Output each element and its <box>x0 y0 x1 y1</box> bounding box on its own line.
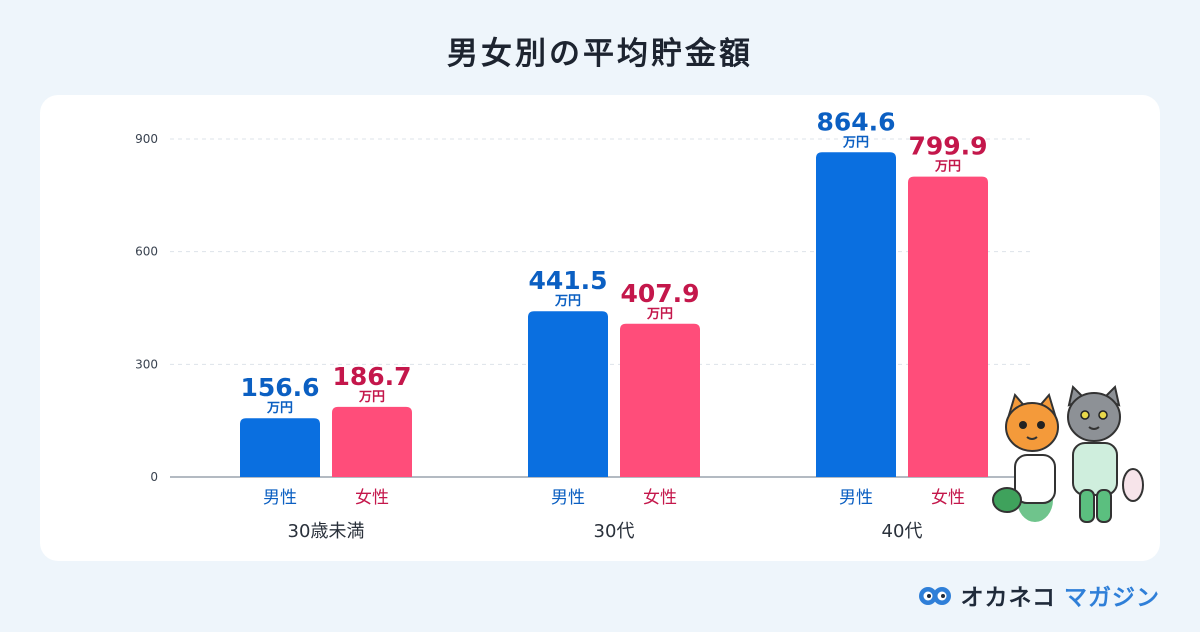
bar-unit-label: 万円 <box>266 401 293 416</box>
y-tick-label: 600 <box>135 245 158 259</box>
category-label: 30代 <box>594 521 635 542</box>
bar-value-label: 864.6 <box>816 107 895 136</box>
bar-value-label: 156.6 <box>240 373 319 402</box>
bar-unit-label: 万円 <box>842 135 869 150</box>
y-tick-label: 0 <box>150 470 158 484</box>
series-label: 女性 <box>931 488 965 508</box>
bar-unit-label: 万円 <box>554 294 581 309</box>
y-tick-label: 900 <box>135 132 158 146</box>
page-title: 男女別の平均貯金額 <box>447 36 753 72</box>
bar-value-label: 186.7 <box>332 362 411 391</box>
series-label: 男性 <box>263 488 297 508</box>
category-label: 40代 <box>882 521 923 542</box>
category-label: 30歳未満 <box>288 521 365 542</box>
bar-male <box>240 418 320 477</box>
bar-unit-label: 万円 <box>646 307 673 322</box>
series-label: 女性 <box>355 488 389 508</box>
bar-female <box>332 406 412 477</box>
bar-male <box>528 311 608 477</box>
series-label: 男性 <box>839 488 873 508</box>
bar-unit-label: 万円 <box>358 390 385 405</box>
brand-name-part2: マガジン <box>1064 585 1160 611</box>
bar-value-label: 441.5 <box>528 266 607 295</box>
bar-chart: 0300600900156.6万円男性186.7万円女性30歳未満441.5万円… <box>135 107 1030 542</box>
bar-value-label: 799.9 <box>908 132 987 161</box>
bar-unit-label: 万円 <box>934 160 961 175</box>
bar-female <box>908 176 988 477</box>
series-label: 男性 <box>551 488 585 508</box>
brand-name-part1: オカネコ <box>960 585 1056 611</box>
series-label: 女性 <box>643 488 677 508</box>
chart-card: 0 300 600 900 156.6 万円 男性 186.7 万円 女性 30歳未満 441.5 万円… <box>40 95 1160 561</box>
two-cats-illustration <box>992 385 1144 523</box>
bar-female <box>620 323 700 477</box>
owl-glasses-logo-icon <box>919 587 952 605</box>
bar-value-label: 407.9 <box>620 279 699 308</box>
y-tick-label: 300 <box>135 357 158 371</box>
brand-logo: オカネコ マガジン <box>918 580 1160 611</box>
bar-male <box>816 152 896 477</box>
